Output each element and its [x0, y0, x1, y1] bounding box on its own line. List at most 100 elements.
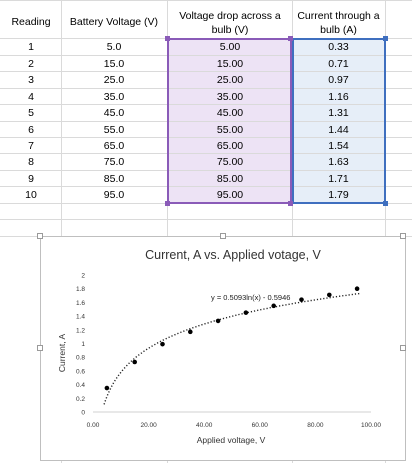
row-gridline — [0, 55, 412, 56]
selection-handle-top-left[interactable] — [165, 36, 170, 41]
column-gridline — [61, 0, 62, 463]
row-gridline — [0, 153, 412, 154]
y-tick-label: 1 — [81, 341, 85, 348]
header-reading[interactable]: Reading — [11, 16, 51, 28]
cell-reading[interactable]: 9 — [28, 173, 34, 185]
cell-current[interactable]: 1.71 — [328, 173, 349, 185]
row-gridline — [0, 186, 412, 187]
data-point — [243, 310, 249, 315]
cell-battery-voltage[interactable]: 35.0 — [103, 91, 125, 103]
row-gridline — [0, 121, 412, 122]
row-gridline — [0, 0, 412, 1]
column-gridline — [167, 0, 168, 463]
current-selection-border — [292, 38, 386, 204]
data-point — [271, 303, 276, 309]
chart-resize-handle-top-right[interactable] — [400, 233, 406, 239]
cell-reading[interactable]: 2 — [28, 58, 34, 70]
data-point — [299, 297, 304, 302]
x-tick-label: 100.00 — [361, 422, 381, 429]
cell-battery-voltage[interactable]: 95.0 — [103, 189, 125, 201]
cell-voltage-drop[interactable]: 45.00 — [216, 107, 244, 119]
column-gridline — [292, 0, 293, 463]
cell-voltage-drop[interactable]: 85.00 — [216, 173, 244, 185]
selection-handle-bottom-left[interactable] — [165, 201, 170, 206]
y-tick-label: 2 — [81, 273, 85, 280]
cell-current[interactable]: 1.54 — [328, 140, 349, 152]
selection-handle-top-right[interactable] — [288, 36, 293, 41]
chart-container[interactable]: Current, A vs. Applied votage, V 0 0.2 0.4… — [37, 233, 406, 461]
plot-area: 00.20.40.60.811.21.41.61.820.00 20.00 40.0… — [76, 273, 381, 430]
cell-reading[interactable]: 7 — [28, 140, 34, 152]
row-gridline — [0, 137, 412, 138]
cell-battery-voltage[interactable]: 45.0 — [103, 107, 125, 119]
cell-battery-voltage[interactable]: 75.0 — [103, 156, 125, 168]
cell-reading[interactable]: 1 — [28, 41, 34, 53]
cell-current[interactable]: 1.79 — [328, 189, 349, 201]
cell-reading[interactable]: 4 — [28, 91, 34, 103]
cell-current[interactable]: 1.31 — [328, 107, 349, 119]
header-current-line1[interactable]: Current through a — [297, 10, 380, 22]
cell-reading[interactable]: 3 — [28, 74, 34, 86]
cell-battery-voltage[interactable]: 5.0 — [106, 41, 122, 53]
y-tick-label: 0.8 — [76, 355, 85, 362]
selection-handle-bottom-middle[interactable] — [288, 201, 293, 206]
header-voltage-drop-line1[interactable]: Voltage drop across a — [179, 10, 281, 22]
trendline-equation: y = 0.5093ln(x) - 0.5946 — [211, 293, 290, 302]
chart-resize-handle-top-left[interactable] — [37, 233, 43, 239]
voltage-drop-column-highlight — [168, 38, 292, 203]
current-column-highlight — [292, 38, 385, 203]
x-tick-label: 80.00 — [307, 422, 324, 429]
x-axis-label: Applied voltage, V — [197, 435, 266, 445]
cell-reading[interactable]: 5 — [28, 107, 34, 119]
y-tick-label: 0.4 — [76, 382, 85, 389]
trendline — [103, 292, 360, 405]
cell-current[interactable]: 1.44 — [328, 124, 349, 136]
header-battery-voltage[interactable]: Battery Voltage (V) — [69, 16, 159, 28]
header-current-line2[interactable]: bulb (A) — [320, 24, 357, 36]
cell-reading[interactable]: 10 — [25, 189, 37, 201]
chart-resize-handle-right[interactable] — [400, 345, 406, 351]
cell-current[interactable]: 1.63 — [328, 156, 349, 168]
selection-handle-top-far-right[interactable] — [383, 36, 388, 41]
column-gridline — [385, 0, 386, 463]
cell-voltage-drop[interactable]: 25.00 — [216, 74, 244, 86]
cell-battery-voltage[interactable]: 85.0 — [103, 173, 125, 185]
row-gridline — [0, 88, 412, 89]
cell-current[interactable]: 0.97 — [328, 74, 349, 86]
selection-handle-bottom-far-right[interactable] — [383, 201, 388, 206]
chart-resize-handle-top[interactable] — [220, 233, 226, 239]
voltage-drop-selection-border — [167, 38, 292, 204]
data-point — [215, 318, 221, 324]
cell-voltage-drop[interactable]: 55.00 — [216, 124, 244, 136]
cell-battery-voltage[interactable]: 15.0 — [103, 58, 125, 70]
cell-voltage-drop[interactable]: 35.00 — [216, 91, 244, 103]
cell-voltage-drop[interactable]: 15.00 — [216, 58, 244, 70]
scatter-chart: Current, A vs. Applied votage, V 0 0.2 0.4… — [57, 248, 381, 445]
data-point — [132, 359, 137, 365]
data-point — [327, 292, 332, 298]
cell-reading[interactable]: 8 — [28, 156, 34, 168]
cell-voltage-drop[interactable]: 95.00 — [216, 189, 244, 201]
y-tick-label: 0.2 — [76, 396, 85, 403]
cell-voltage-drop[interactable]: 65.00 — [216, 140, 244, 152]
row-gridline — [0, 104, 412, 105]
y-tick-label: 0 — [81, 410, 85, 417]
cell-current[interactable]: 0.33 — [328, 41, 349, 53]
chart-resize-handle-left[interactable] — [37, 345, 43, 351]
y-tick-label: 0.6 — [76, 368, 85, 375]
cell-voltage-drop[interactable]: 75.00 — [216, 156, 244, 168]
cell-reading[interactable]: 6 — [28, 124, 34, 136]
cell-current[interactable]: 1.16 — [328, 91, 349, 103]
cell-battery-voltage[interactable]: 25.0 — [103, 74, 125, 86]
cell-battery-voltage[interactable]: 55.0 — [103, 124, 125, 136]
header-voltage-drop-line2[interactable]: bulb (V) — [211, 24, 249, 36]
x-tick-label: 0.00 — [87, 422, 100, 429]
row-gridline — [0, 219, 412, 220]
cell-voltage-drop[interactable]: 5.00 — [219, 41, 241, 53]
cell-current[interactable]: 0.71 — [328, 58, 349, 70]
row-gridline — [0, 170, 412, 171]
data-point — [188, 329, 193, 335]
chart-title: Current, A vs. Applied votage, V — [145, 248, 321, 262]
cell-battery-voltage[interactable]: 65.0 — [103, 140, 125, 152]
